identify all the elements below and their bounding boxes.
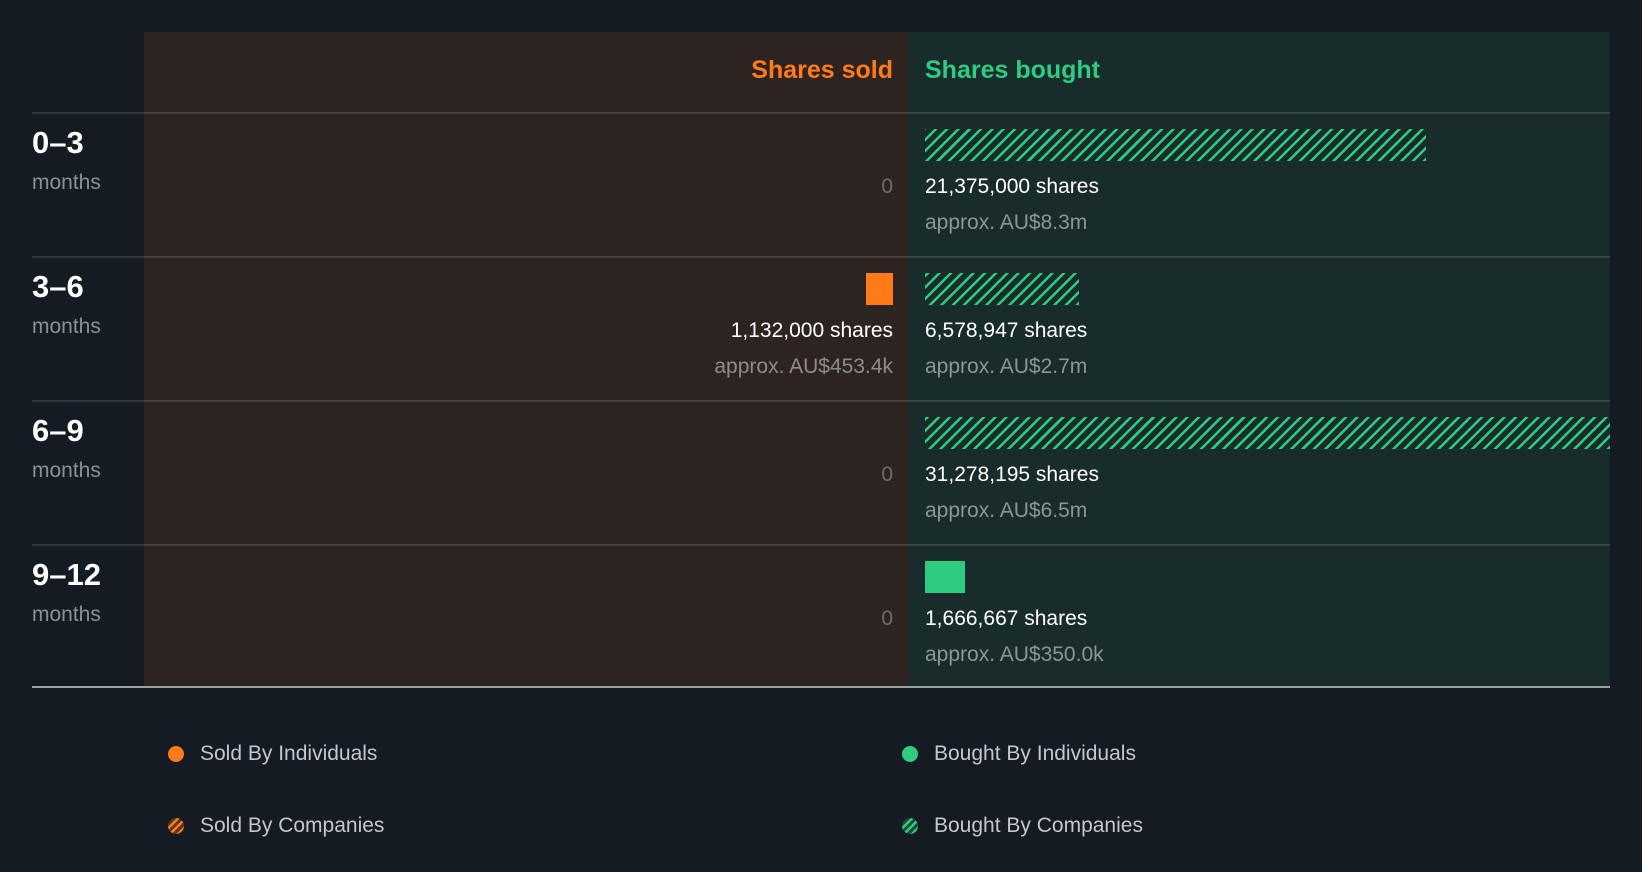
legend-bought-individuals[interactable]: Bought By Individuals [902, 742, 1136, 766]
bought-individuals-bar[interactable] [925, 561, 965, 593]
period-label: 3–6 [32, 269, 84, 304]
bought-shares: 31,278,195 shares [925, 463, 1099, 486]
legend-bought-companies[interactable]: Bought By Companies [902, 814, 1143, 838]
legend-sold-companies[interactable]: Sold By Companies [168, 814, 384, 838]
sold-shares: 1,132,000 shares [730, 319, 893, 342]
bought-shares: 21,375,000 shares [925, 175, 1099, 198]
legend-label: Sold By Individuals [200, 742, 378, 765]
period-unit: months [32, 171, 101, 194]
bought-shares: 1,666,667 shares [925, 607, 1088, 630]
bought-companies-bar[interactable] [925, 417, 1610, 449]
period-unit: months [32, 315, 101, 338]
sold-zero: 0 [881, 175, 893, 198]
baseline [32, 686, 1610, 688]
bought-value: approx. AU$350.0k [925, 643, 1104, 666]
bought-value: approx. AU$2.7m [925, 355, 1088, 378]
period-label: 9–12 [32, 557, 101, 592]
period-label: 0–3 [32, 125, 84, 160]
legend-sold-individuals[interactable]: Sold By Individuals [168, 742, 377, 766]
period-row-9-12: 9–12 months 0 1,666,667 shares approx. A… [0, 545, 1642, 689]
sold-individuals-bar[interactable] [866, 273, 893, 305]
bought-shares: 6,578,947 shares [925, 319, 1088, 342]
period-unit: months [32, 459, 101, 482]
sold-panel [144, 32, 909, 687]
period-label: 6–9 [32, 413, 84, 448]
legend-label: Bought By Companies [934, 814, 1143, 837]
period-row-3-6: 3–6 months 1,132,000 shares approx. AU$4… [0, 257, 1642, 401]
shares-sold-header: Shares sold [751, 56, 893, 84]
bought-value: approx. AU$6.5m [925, 499, 1088, 522]
period-unit: months [32, 603, 101, 626]
bought-companies-bar[interactable] [925, 273, 1079, 305]
divider [32, 544, 1610, 546]
period-row-0-3: 0–3 months 0 21,375,000 shares approx. A… [0, 113, 1642, 257]
sold-value: approx. AU$453.4k [714, 355, 893, 378]
sold-zero: 0 [881, 463, 893, 486]
sold-zero: 0 [881, 607, 893, 630]
divider [32, 256, 1610, 258]
bought-companies-bar[interactable] [925, 129, 1426, 161]
green-striped-dot-icon [902, 818, 918, 834]
shares-bought-header: Shares bought [925, 56, 1101, 84]
orange-dot-icon [168, 746, 184, 762]
orange-striped-dot-icon [168, 818, 184, 834]
divider [32, 400, 1610, 402]
legend-label: Bought By Individuals [934, 742, 1136, 765]
green-dot-icon [902, 746, 918, 762]
period-row-6-9: 6–9 months 0 31,278,195 shares approx. A… [0, 401, 1642, 545]
legend-label: Sold By Companies [200, 814, 385, 837]
bought-value: approx. AU$8.3m [925, 211, 1088, 234]
divider [32, 112, 1610, 114]
